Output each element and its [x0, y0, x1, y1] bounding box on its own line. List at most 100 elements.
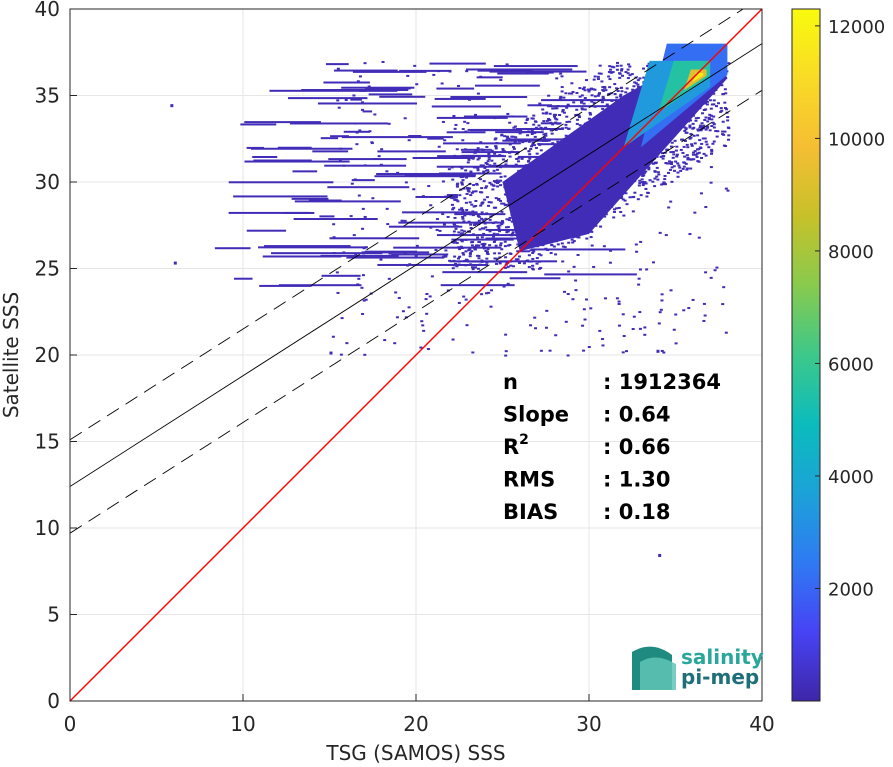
density-cell [544, 132, 548, 135]
density-cell [467, 249, 471, 252]
density-cell [678, 166, 682, 169]
density-cell [663, 151, 667, 154]
density-cell [532, 250, 536, 253]
density-cell [641, 67, 645, 70]
density-cell [725, 108, 729, 111]
density-cell [574, 114, 578, 117]
density-cell [505, 63, 509, 66]
density-cell [599, 72, 603, 75]
density-cell [590, 100, 594, 103]
density-cell [600, 101, 604, 104]
density-cell [643, 181, 647, 184]
density-cell [453, 223, 457, 226]
density-cell [470, 191, 474, 194]
density-cell [651, 162, 655, 165]
density-streak [466, 260, 512, 263]
colorbar-ticks: 2000 4000 6000 8000 10000 12000 [815, 17, 885, 600]
density-cell [713, 269, 717, 272]
density-cell [705, 126, 709, 129]
density-cell [653, 185, 657, 188]
regression-lines [70, 9, 762, 701]
density-cell [332, 236, 336, 239]
density-cell [464, 115, 468, 118]
density-cell [591, 88, 595, 91]
density-cell [589, 113, 593, 116]
density-cell [675, 153, 679, 156]
density-cell [512, 165, 516, 168]
density-streak [412, 156, 475, 159]
density-cell [704, 154, 708, 157]
density-cell [510, 220, 514, 223]
density-cell [624, 192, 628, 195]
density-cell [444, 249, 448, 252]
density-cell [557, 127, 561, 130]
density-cell [618, 72, 622, 75]
density-cell [672, 153, 676, 156]
density-cell [587, 90, 591, 93]
density-cell [593, 75, 597, 78]
density-cell [493, 252, 497, 255]
density-cell [494, 147, 498, 150]
density-cell [680, 138, 684, 141]
density-cell [452, 206, 456, 209]
density-cell [488, 164, 492, 167]
density-cell [492, 232, 496, 235]
density-cell [455, 225, 459, 228]
density-streak [325, 63, 349, 66]
density-streak [454, 213, 506, 216]
density-cell [532, 123, 536, 126]
density-cell [508, 216, 512, 219]
density-cell [565, 106, 569, 109]
density-cell [628, 196, 632, 199]
density-cell [358, 75, 362, 78]
density-cell [406, 74, 410, 77]
density-cell [475, 244, 479, 247]
density-cell [567, 241, 571, 244]
density-cell [503, 175, 507, 178]
density-cell [599, 225, 603, 228]
density-cell [582, 349, 586, 352]
density-cell [556, 104, 560, 107]
density-cell [469, 263, 473, 266]
density-cell [357, 277, 361, 280]
density-cell [377, 155, 381, 158]
density-cell [383, 339, 387, 342]
density-streak [475, 84, 540, 87]
density-cell [455, 185, 459, 188]
density-cell [656, 178, 660, 181]
density-cell [462, 253, 466, 256]
y-tick-label: 15 [35, 430, 60, 454]
waves-icon-layer [640, 657, 676, 690]
density-cell [704, 102, 708, 105]
density-cell [564, 92, 568, 95]
density-cell [499, 237, 503, 240]
density-cell [696, 134, 700, 137]
density-cell [471, 266, 475, 269]
density-cell [695, 155, 699, 158]
density-cell [585, 298, 589, 301]
density-cell [387, 277, 391, 280]
density-cell [460, 174, 464, 177]
density-cell [467, 220, 471, 223]
density-cell [661, 157, 665, 160]
density-cell [578, 124, 582, 127]
density-cell [517, 255, 521, 258]
density-cell [526, 117, 530, 120]
density-streak [527, 104, 553, 107]
y-tick-label: 40 [35, 0, 60, 21]
density-cell [511, 265, 515, 268]
density-cell [414, 255, 418, 258]
density-cell [682, 165, 686, 168]
density-cell [531, 264, 535, 267]
density-cell [448, 259, 452, 262]
density-cell [477, 157, 481, 160]
density-cell [617, 302, 621, 305]
density-cell [510, 150, 514, 153]
density-cell [504, 160, 508, 163]
colorbar-tick-label: 6000 [828, 354, 874, 375]
density-cell [523, 130, 527, 133]
density-cell [566, 103, 570, 106]
density-cell [608, 78, 612, 81]
density-streak [440, 284, 515, 287]
density-cell [638, 179, 642, 182]
